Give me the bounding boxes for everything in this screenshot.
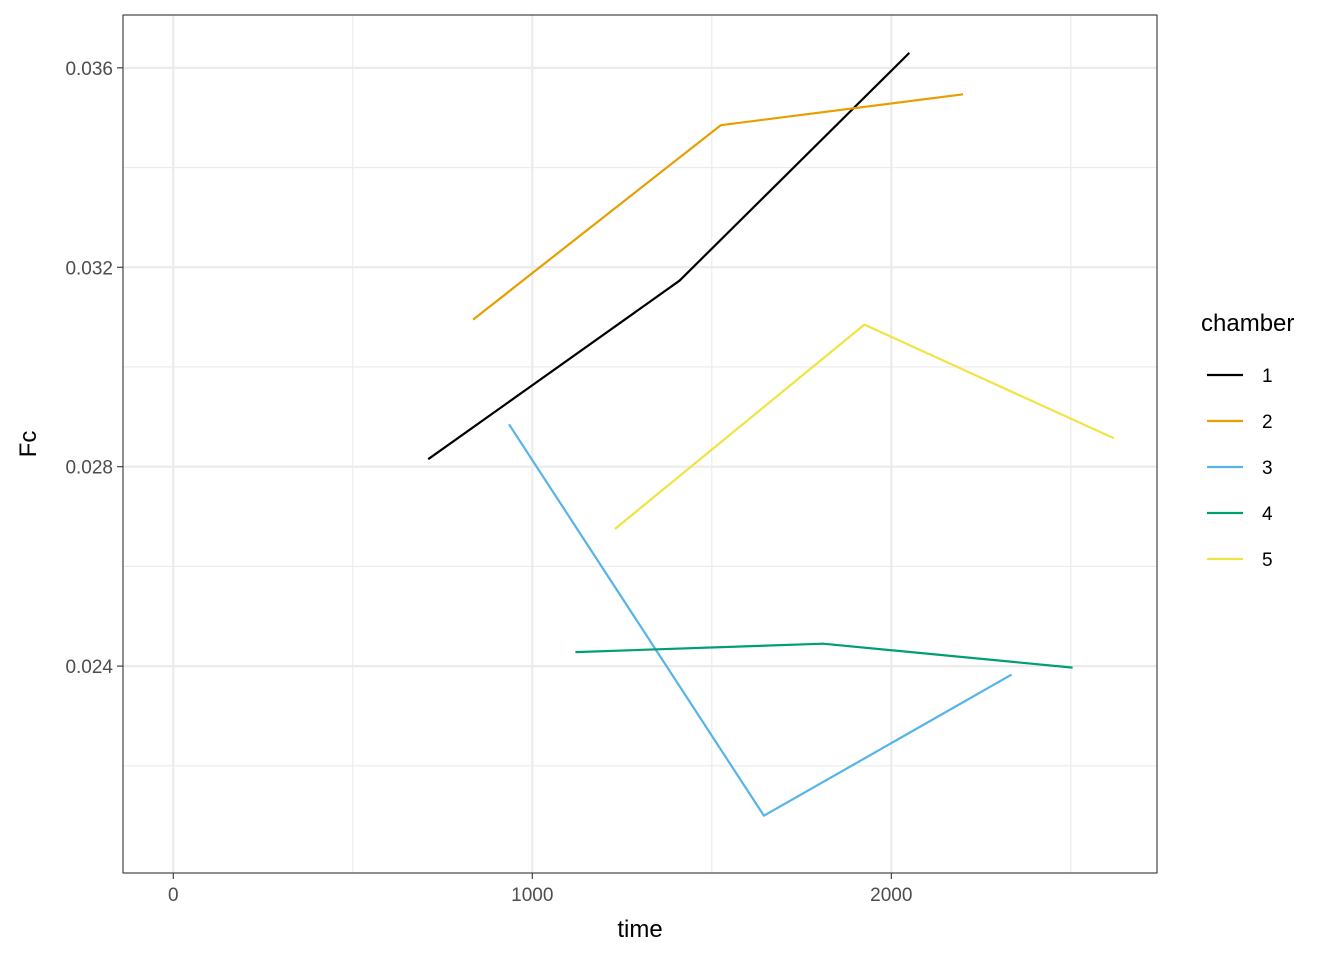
- y-tick-label: 0.024: [65, 657, 113, 678]
- series-line-chamber-1: [427, 52, 911, 461]
- plot-panel-border: [122, 14, 1158, 874]
- x-tick-label: 1000: [511, 885, 553, 906]
- y-axis-title: Fc: [15, 431, 42, 458]
- y-tick-label: 0.036: [65, 59, 113, 80]
- x-tick-label: 2000: [870, 885, 912, 906]
- legend-label-chamber-2: 2: [1262, 412, 1273, 433]
- legend-label-chamber-5: 5: [1262, 550, 1273, 571]
- x-tick-label: 0: [168, 885, 179, 906]
- x-axis: 0 1000 2000: [168, 873, 912, 906]
- series-line-chamber-3: [508, 423, 1013, 817]
- plot-background: [123, 15, 1157, 873]
- y-tick-label: 0.032: [65, 258, 113, 279]
- series-lines: [427, 52, 1115, 817]
- legend-label-chamber-4: 4: [1262, 504, 1273, 525]
- series-line-chamber-4: [575, 642, 1073, 669]
- legend-items: 1 2 3 4 5: [1207, 366, 1273, 571]
- x-axis-title: time: [617, 916, 662, 943]
- legend-title: chamber: [1201, 310, 1294, 337]
- y-tick-label: 0.028: [65, 458, 113, 479]
- series-line-chamber-5: [614, 323, 1115, 530]
- major-gridlines: [123, 15, 1157, 873]
- legend-label-chamber-1: 1: [1262, 366, 1273, 387]
- y-axis: 0.024 0.028 0.032 0.036: [65, 59, 123, 678]
- legend-label-chamber-3: 3: [1262, 458, 1273, 479]
- series-line-chamber-2: [472, 93, 964, 321]
- legend: chamber 1 2 3 4 5: [1201, 310, 1294, 571]
- minor-gridlines: [123, 15, 1157, 873]
